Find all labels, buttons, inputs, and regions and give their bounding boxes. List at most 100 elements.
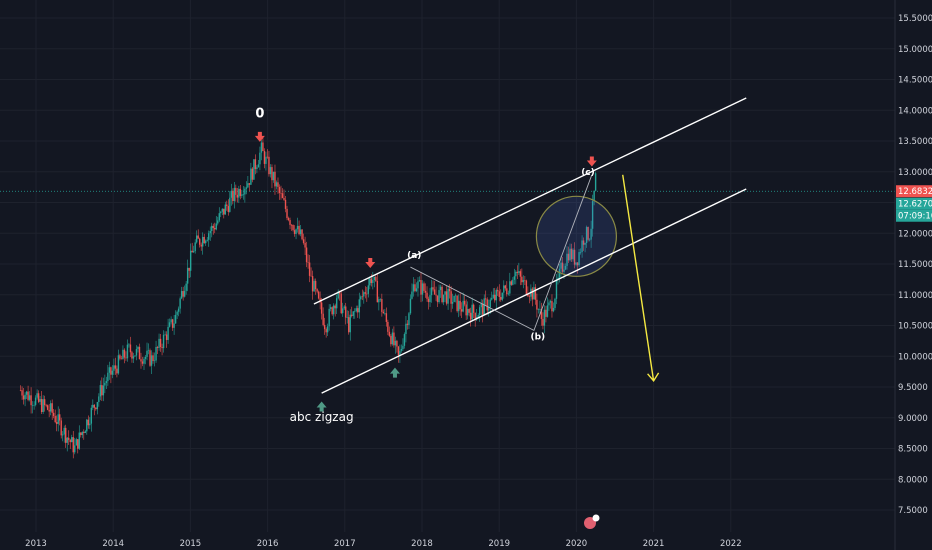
candle-body (287, 218, 290, 221)
candle-body (224, 204, 226, 215)
candle-body (420, 280, 422, 295)
candle-body (173, 323, 175, 328)
candle-body (557, 277, 559, 280)
time-axis[interactable]: 2013 2014 2015 2016 2017 2018 2019 2020 2021 2022 (25, 539, 741, 549)
candle-body (391, 332, 394, 345)
candle-body (265, 156, 267, 164)
candle-body (155, 346, 157, 361)
forecast-arrow-line (622, 174, 655, 381)
candle-body (393, 332, 395, 346)
logo-badge (592, 514, 600, 522)
price-axis-tick: 15.0000 (898, 45, 932, 55)
candle-body (21, 390, 23, 396)
candle-body (500, 296, 502, 300)
candle-body (149, 350, 151, 366)
candle-body (465, 304, 467, 316)
candle-body (24, 394, 26, 400)
candle-body (36, 393, 38, 398)
candle-body (236, 194, 239, 198)
price-axis-tick: 10.0000 (898, 352, 932, 362)
candle-body (150, 355, 153, 366)
candle-body (211, 225, 213, 231)
candle-body (188, 267, 190, 271)
price-badge-text: 07:09:16 (898, 212, 932, 222)
candle-body (528, 296, 531, 297)
candle-body (354, 311, 356, 312)
candle-body (403, 334, 406, 346)
candle-body (360, 296, 362, 300)
price-axis-tick: 9.0000 (898, 414, 928, 424)
candle-body (84, 431, 86, 434)
candle-body (566, 253, 568, 266)
price-axis-tick: 10.5000 (898, 322, 932, 332)
candle-body (313, 280, 315, 292)
candle-body (451, 301, 454, 304)
candle-body (135, 349, 138, 356)
candle-body (501, 292, 503, 300)
candle-body (438, 290, 440, 303)
candle-body (378, 299, 380, 303)
candle-body (587, 227, 589, 240)
candle-body (167, 326, 169, 340)
candle-body (235, 187, 237, 195)
candle-body (369, 278, 371, 286)
candle-body (588, 239, 591, 241)
candle-body (540, 309, 543, 319)
candle-body (518, 271, 520, 273)
candle-body (492, 294, 494, 298)
candle-body (363, 292, 365, 297)
candle-body (28, 395, 31, 400)
candle-body (498, 291, 500, 297)
candle-body (269, 167, 272, 175)
candle-body (447, 288, 449, 304)
time-axis-tick: 2019 (488, 539, 510, 549)
candle-body (46, 405, 49, 410)
candle-body (382, 311, 385, 314)
candle-body (412, 284, 415, 292)
candle-body (345, 306, 347, 318)
candle-body (572, 249, 574, 260)
candle-body (217, 220, 219, 224)
candle-body (221, 208, 223, 212)
tradingview-logo-icon[interactable] (584, 514, 600, 530)
candle-body (352, 311, 354, 316)
candle-body (429, 295, 431, 303)
candle-body (474, 312, 476, 320)
candle-body (423, 283, 425, 291)
candle-body (394, 340, 397, 346)
candle-body (132, 356, 135, 359)
candle-body (241, 194, 243, 196)
candle-body (272, 171, 275, 181)
candle-body (170, 319, 172, 323)
candle-body (348, 317, 350, 333)
candle-body (247, 183, 249, 188)
candle-body (295, 229, 297, 234)
candle-body (37, 393, 40, 402)
candle-body (489, 299, 491, 308)
candle-body (281, 193, 284, 198)
candle-body (209, 230, 211, 234)
up-arrow-icon (316, 401, 327, 412)
candle-body (549, 301, 552, 303)
candle-body (260, 142, 263, 153)
candle-body (325, 329, 327, 333)
candle-body (486, 299, 488, 311)
candle-body (515, 271, 517, 277)
candle-body (202, 236, 204, 247)
candle-body (299, 229, 302, 235)
candle-body (168, 322, 171, 327)
annotations: 0 (a) (b) (c) abc zigzag (255, 107, 594, 424)
candle-body (185, 283, 187, 291)
candle-body (436, 295, 439, 303)
candle-body (69, 439, 71, 443)
price-axis-tick: 11.0000 (898, 291, 932, 301)
candle-body (337, 291, 339, 299)
candle-body (183, 290, 186, 297)
candle-body (512, 279, 514, 285)
candle-body (433, 289, 436, 295)
candle-body (191, 250, 193, 253)
candle-body (525, 280, 528, 295)
candle-body (314, 280, 317, 290)
price-badge-bg (896, 209, 932, 222)
